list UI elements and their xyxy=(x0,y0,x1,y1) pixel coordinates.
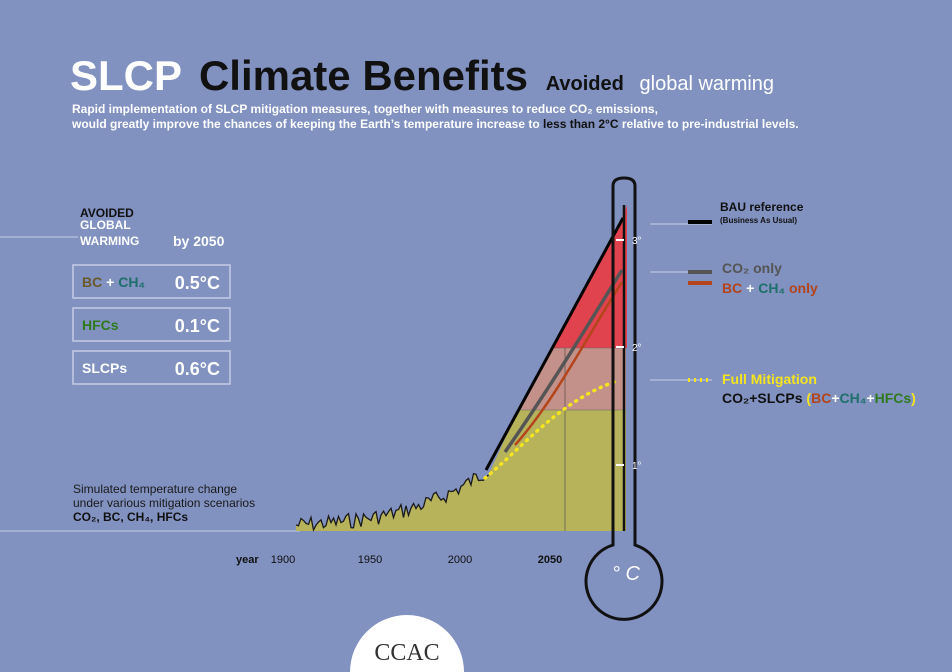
label-part: CH₄ xyxy=(118,274,145,290)
title-part: Climate Benefits xyxy=(199,52,528,99)
panel-row: HFCs 0.1°C xyxy=(72,307,231,342)
subtitle-part: relative to pre-industrial levels. xyxy=(619,117,799,131)
label-part: only xyxy=(785,280,818,296)
scenario-graphic xyxy=(295,205,627,532)
label-part: ) xyxy=(911,390,916,406)
label-part: ( xyxy=(803,390,812,406)
label-part: BC xyxy=(722,280,742,296)
x-tick-label: 1950 xyxy=(358,554,382,566)
subtitle-line: Rapid implementation of SLCP mitigation … xyxy=(72,102,658,116)
co2-only-curve xyxy=(503,269,624,454)
row-label: SLCPs xyxy=(82,360,127,376)
row-box xyxy=(72,350,231,385)
title: SLCP Climate Benefits Avoided global war… xyxy=(70,52,774,99)
legend-label: CO₂ only xyxy=(722,260,782,276)
x-ticks: 1900 1950 2000 2050 xyxy=(271,554,562,566)
panel-heading: GLOBAL xyxy=(80,218,131,232)
y-tick-label: 2° xyxy=(632,343,642,354)
subtitle-part: would greatly improve the chances of kee… xyxy=(71,117,543,131)
label-part: + xyxy=(742,280,758,296)
bc-ch4-curve xyxy=(514,281,624,446)
title-part: SLCP xyxy=(70,52,181,99)
note-line: under various mitigation scenarios xyxy=(73,496,255,510)
thermometer xyxy=(584,176,664,621)
label-part: CH₄ xyxy=(840,390,867,406)
label-part: CH₄ xyxy=(758,280,785,296)
x-tick-label: 1900 xyxy=(271,554,295,566)
panel-heading: WARMING xyxy=(80,234,139,248)
row-label: HFCs xyxy=(82,317,119,333)
x-axis-title: year xyxy=(236,554,259,566)
bau-curve xyxy=(484,217,625,471)
panel-row: SLCPs 0.6°C xyxy=(72,350,231,385)
y-tick-label: 1° xyxy=(632,461,642,472)
row-label: BC + CH₄ xyxy=(82,274,145,290)
subtitle-line: would greatly improve the chances of kee… xyxy=(71,117,799,131)
panel-heading: AVOIDED xyxy=(80,206,134,220)
legend-note: (Business As Usual) xyxy=(720,216,797,225)
label-part: + xyxy=(831,390,839,406)
area-below-1-5 xyxy=(296,410,626,531)
unit-label: ° C xyxy=(612,563,641,585)
y-tick-label: 3° xyxy=(632,236,642,247)
row-value: 0.1°C xyxy=(175,316,220,336)
logo: CCAC xyxy=(374,640,439,666)
y-ticks: 1° 2° 3° xyxy=(616,236,642,472)
row-value: 0.6°C xyxy=(175,359,220,379)
logo-badge xyxy=(350,615,464,672)
label-part: + xyxy=(102,274,118,290)
tagline-part: global warming xyxy=(640,73,775,95)
label-part: BC xyxy=(811,390,831,406)
label-part: BC xyxy=(82,274,102,290)
x-tick-label: 2000 xyxy=(448,554,472,566)
observed-record xyxy=(295,472,489,532)
panel-period: by 2050 xyxy=(173,233,225,249)
legend-label: BAU reference xyxy=(720,200,804,214)
legend-label: BC + CH₄ only xyxy=(722,280,818,296)
x-tick-label: 2050 xyxy=(538,554,562,566)
label-part: HFCs xyxy=(875,390,912,406)
tagline-part: Avoided xyxy=(546,73,624,95)
label-part: CO₂+SLCPs xyxy=(722,390,803,406)
row-box xyxy=(72,264,231,299)
note-line: CO₂, BC, CH₄, HFCs xyxy=(73,510,188,524)
area-above-2 xyxy=(551,205,627,348)
row-box xyxy=(72,307,231,342)
legend-label: CO₂+SLCPs (BC+CH₄+HFCs) xyxy=(722,390,916,406)
note-line: Simulated temperature change xyxy=(73,482,237,496)
subtitle-emphasis: less than 2°C xyxy=(543,117,619,131)
full-mitigation-curve xyxy=(483,379,619,480)
legend-label: Full Mitigation xyxy=(722,371,817,387)
panel-row: BC + CH₄ 0.5°C xyxy=(72,264,231,299)
label-part: + xyxy=(866,390,874,406)
row-value: 0.5°C xyxy=(175,273,220,293)
